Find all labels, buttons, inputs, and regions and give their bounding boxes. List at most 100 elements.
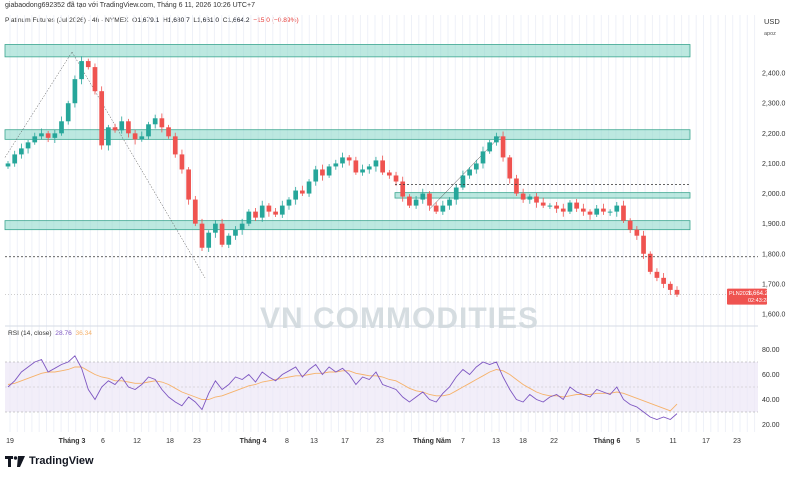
zone-rect [4, 129, 691, 140]
rsi-legend[interactable]: RSI (14, close) 28.76 36.34 [8, 330, 92, 337]
candle-body [300, 190, 305, 194]
candle-body [159, 118, 165, 128]
candle-body [259, 205, 265, 218]
watermark-text: VN COMMODITIES [260, 302, 540, 335]
candle-body [266, 205, 272, 212]
time-tick-label: 18 [519, 438, 527, 445]
candle-body [213, 223, 218, 233]
candle-body [601, 208, 606, 212]
rsi-tick-label: 40.00 [762, 397, 780, 404]
candle-body [440, 205, 446, 212]
high-label: H [162, 17, 168, 24]
price-tag-price: 1,664.2 [748, 291, 769, 297]
candle-body [219, 223, 225, 245]
price-tag-box [727, 288, 767, 305]
time-tick-label: 23 [193, 438, 201, 445]
price-tick-label: 2,200.0 [762, 131, 785, 138]
candle-body [72, 79, 78, 104]
candle-body [607, 211, 613, 213]
candle-body [547, 205, 553, 207]
candle-body [340, 157, 345, 164]
price-tag-countdown: 02:43:28 [748, 298, 769, 304]
time-tick-label: 13 [492, 438, 500, 445]
open-label: O [132, 17, 138, 24]
rsi-tick-label: 60.00 [762, 372, 780, 379]
price-tick-label: 2,000.0 [762, 191, 785, 198]
candle-body [152, 118, 158, 125]
time-tick-label: 23 [376, 438, 384, 445]
tradingview-logo-icon [5, 455, 25, 467]
time-tick-label: 5 [636, 438, 640, 445]
candle-body [186, 169, 191, 200]
candle-body [487, 142, 493, 152]
candle-body [126, 121, 131, 134]
price-tick-label: 1,700.0 [762, 281, 785, 288]
candle-body [413, 199, 419, 206]
rsi-legend-ma: 36.34 [75, 330, 92, 337]
candle-body [233, 229, 238, 236]
candle-body [32, 136, 38, 143]
unit-label: apoz [764, 31, 776, 37]
time-tick-label: 23 [733, 438, 741, 445]
price-tick-label: 2,300.0 [762, 101, 785, 108]
rsi-tick-label: 20.00 [762, 422, 780, 429]
candle-body [560, 208, 566, 212]
candle-body [654, 271, 660, 278]
time-tick-label: Tháng 6 [594, 438, 621, 445]
candle-body [179, 154, 185, 170]
candle-body [246, 211, 252, 224]
candle-body [360, 169, 365, 173]
symbol-title[interactable]: Platinum Futures (Jul 2026) · 4h · NYMEX [5, 17, 129, 24]
candle-body [453, 187, 459, 200]
candle-body [641, 235, 646, 254]
candle-body [420, 193, 426, 200]
candle-body [514, 178, 519, 194]
currency-label[interactable]: USD [764, 17, 780, 26]
time-tick-label: 6 [101, 438, 105, 445]
candle-body [627, 220, 633, 230]
time-tick-label: 17 [702, 438, 710, 445]
candle-body [647, 253, 653, 272]
candle-body [554, 205, 559, 209]
candle-body [273, 211, 278, 215]
footer-brand[interactable]: TradingView [5, 455, 94, 467]
candle-body [634, 229, 640, 236]
time-tick-label: 19 [6, 438, 14, 445]
candle-body [540, 202, 546, 206]
time-tick-label: 8 [285, 438, 289, 445]
time-tick-label: 7 [461, 438, 465, 445]
time-tick-label: Tháng Năm [413, 438, 451, 445]
candle-body [407, 196, 412, 206]
time-tick-label: Tháng 4 [240, 438, 267, 445]
credit-text: giabaodong692352 đã tạo với TradingView.… [5, 2, 255, 9]
candle-body [25, 142, 31, 149]
candle-body [400, 181, 406, 197]
candle-body [614, 205, 620, 212]
candle-body [112, 127, 118, 131]
time-tick-label: 11 [669, 438, 676, 445]
close-value: 1,664.2 [227, 17, 250, 24]
candle-body [494, 136, 499, 143]
change-value: −15.0 (−0.89%) [253, 17, 299, 24]
close-label: C [222, 17, 228, 24]
candle-body [507, 157, 513, 179]
candle-body [480, 151, 486, 164]
time-tick-label: 18 [166, 438, 174, 445]
candle-body [172, 136, 178, 155]
candle-body [85, 61, 91, 68]
trend-line [4, 51, 73, 158]
candle-body [393, 175, 399, 182]
candle-body [534, 196, 539, 203]
candle-body [166, 127, 171, 137]
candle-body [500, 136, 506, 158]
candle-body [433, 205, 439, 212]
zone-rect [394, 192, 691, 199]
candle-body [621, 205, 626, 221]
candle-body [313, 169, 319, 182]
candle-body [146, 124, 151, 137]
rsi-tick-label: 80.00 [762, 347, 780, 354]
candle-body [460, 175, 466, 188]
time-axis: 19 Tháng 3 6 12 18 23 Tháng 4 8 13 17 23 Tháng Năm 7… [6, 438, 741, 445]
